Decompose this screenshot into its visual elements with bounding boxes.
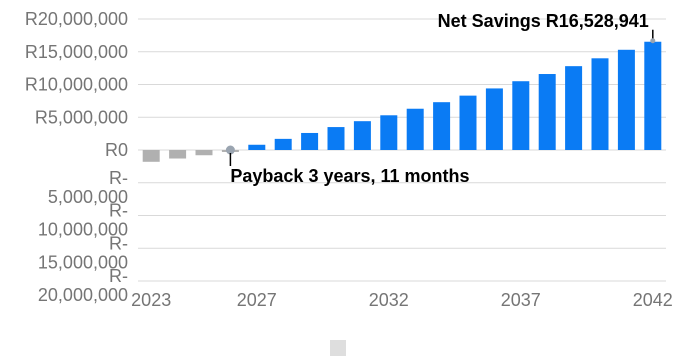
y-tick-label-line: R- — [109, 168, 128, 188]
y-tick-label-line: R- — [109, 233, 128, 253]
bar-2032 — [380, 115, 398, 150]
payback-marker — [225, 145, 235, 155]
payback-label: Payback 3 years, 11 months — [230, 166, 469, 186]
y-tick-label-line: R- — [109, 266, 128, 286]
bars — [142, 41, 662, 162]
y-tick-label: R-15,000,000 — [38, 233, 128, 272]
bar-2040 — [591, 58, 609, 150]
legend — [330, 340, 346, 356]
bar-2031 — [353, 121, 371, 150]
bar-2041 — [617, 49, 635, 150]
bar-2042 — [644, 41, 662, 150]
y-tick-label-line: 20,000,000 — [38, 285, 128, 305]
x-tick-label: 2032 — [369, 290, 409, 310]
x-tick-label: 2037 — [501, 290, 541, 310]
legend-swatch — [330, 340, 346, 356]
bar-2035 — [459, 95, 477, 150]
y-tick-label: R15,000,000 — [25, 42, 128, 62]
y-tick-label: R20,000,000 — [25, 9, 128, 29]
y-tick-label-line: 15,000,000 — [38, 252, 128, 272]
net-savings-marker — [650, 38, 656, 44]
x-tick-label: 2042 — [633, 290, 673, 310]
y-tick-label-line: 10,000,000 — [38, 220, 128, 240]
bar-2029 — [301, 132, 319, 150]
bar-2030 — [327, 127, 345, 150]
bar-2034 — [433, 102, 451, 150]
bar-2023 — [142, 150, 160, 162]
annotations: Net Savings R16,528,941 Payback 3 years, … — [225, 11, 656, 186]
y-tick-label: R5,000,000 — [35, 107, 128, 127]
bar-2036 — [485, 88, 503, 150]
bar-2039 — [565, 66, 583, 150]
y-tick-label-line: 5,000,000 — [48, 187, 128, 207]
y-tick-label: R-10,000,000 — [38, 201, 128, 240]
y-tick-label: R10,000,000 — [25, 75, 128, 95]
grid-lines — [138, 18, 666, 282]
y-tick-label: R-5,000,000 — [48, 168, 128, 207]
bar-2028 — [274, 138, 292, 150]
bar-2025 — [195, 150, 213, 156]
bar-2037 — [512, 81, 530, 150]
net-savings-label: Net Savings R16,528,941 — [438, 11, 649, 31]
bar-2038 — [538, 74, 556, 150]
x-tick-label: 2023 — [131, 290, 171, 310]
bar-2027 — [248, 144, 266, 150]
bar-2024 — [169, 150, 187, 159]
y-axis-ticks: R20,000,000 R15,000,000 R10,000,000 R5,000,… — [25, 9, 128, 305]
bar-2033 — [406, 108, 424, 150]
y-tick-label-line: R- — [109, 201, 128, 221]
x-axis-ticks: 2023 2027 2032 2037 2042 — [131, 290, 673, 310]
x-tick-label: 2027 — [237, 290, 277, 310]
y-tick-label: R0 — [105, 140, 128, 160]
y-tick-label: R-20,000,000 — [38, 266, 128, 305]
